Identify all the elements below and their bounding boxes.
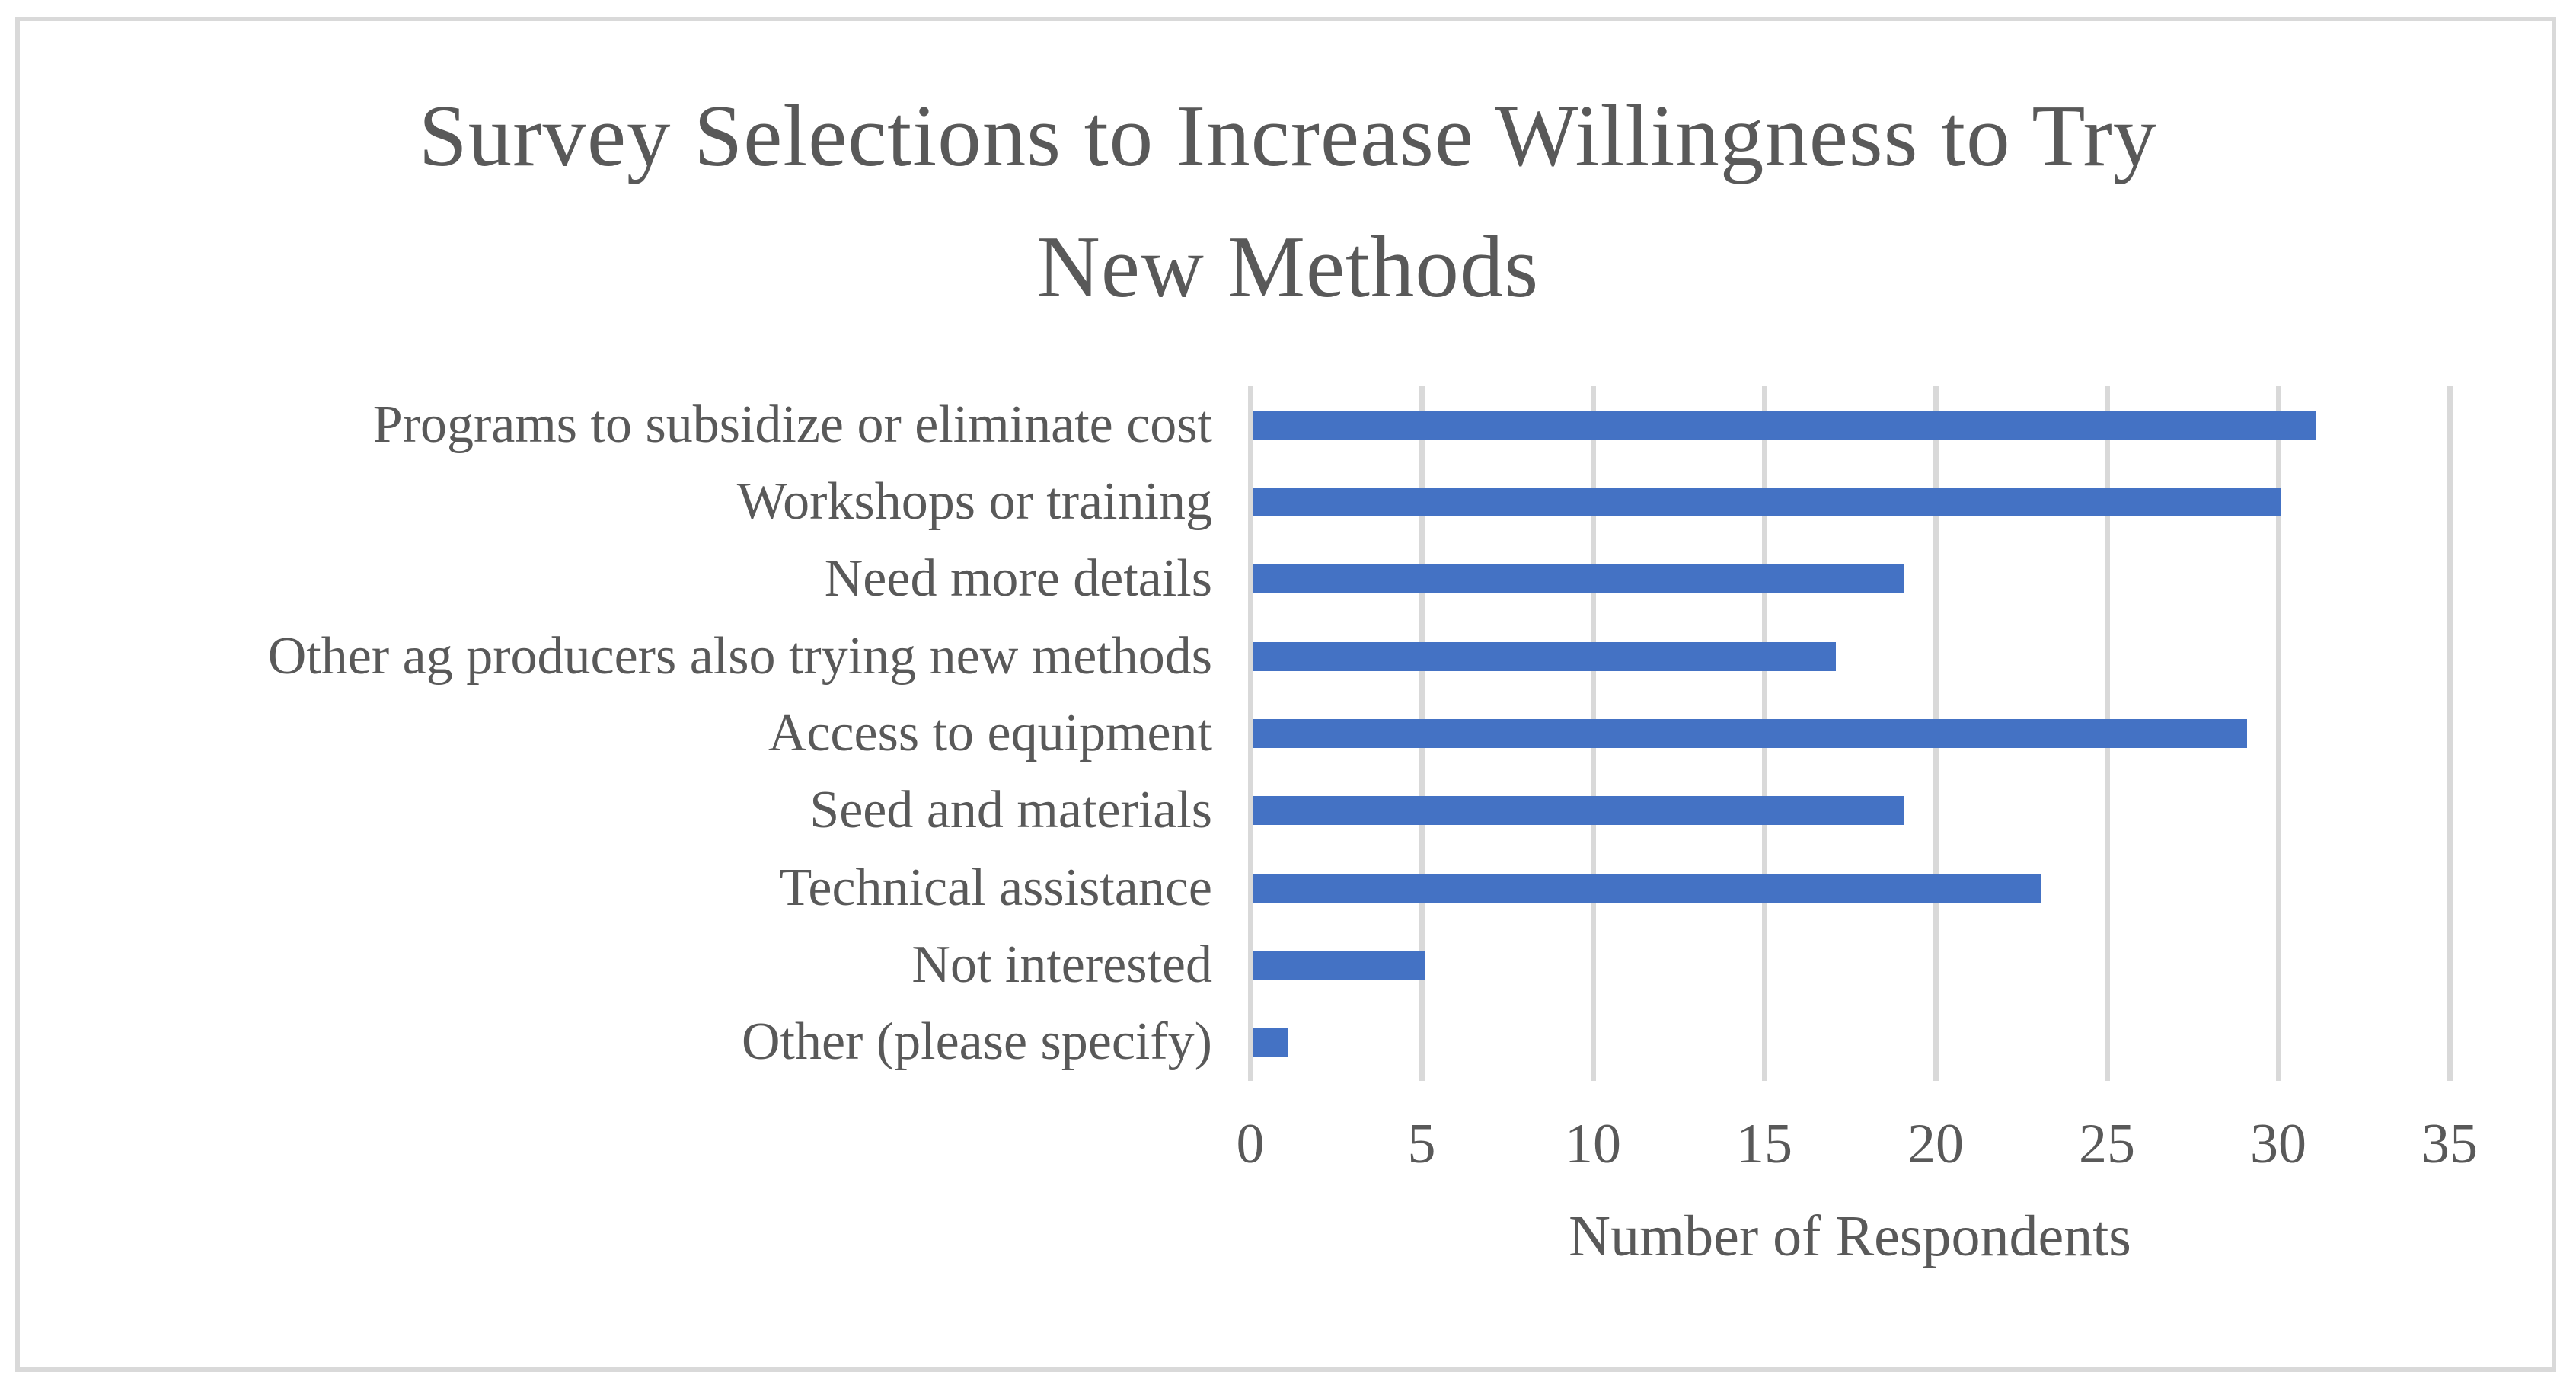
category-label: Access to equipment: [768, 704, 1212, 762]
bar: [1253, 951, 1425, 980]
bar: [1253, 411, 2316, 440]
x-tick-label: 35: [2421, 1113, 2478, 1175]
chart-title-line1: Survey Selections to Increase Willingnes…: [418, 88, 2158, 184]
category-label: Workshops or training: [736, 472, 1212, 531]
x-tick-label: 10: [1565, 1113, 1621, 1175]
x-tick-label: 5: [1407, 1113, 1436, 1175]
category-label: Not interested: [911, 935, 1212, 994]
chart-title-line2: New Methods: [1036, 219, 1540, 315]
category-label: Other (please specify): [741, 1012, 1212, 1071]
bar: [1253, 719, 2247, 748]
category-label: Other ag producers also trying new metho…: [267, 627, 1212, 686]
x-tick-label: 0: [1236, 1113, 1265, 1175]
category-label: Seed and materials: [809, 781, 1212, 839]
bar: [1253, 564, 1904, 593]
bar: [1253, 642, 1836, 671]
gridline: [1248, 386, 1253, 1081]
x-tick-label: 20: [1907, 1113, 1964, 1175]
x-tick-label: 30: [2250, 1113, 2306, 1175]
bar: [1253, 874, 2041, 903]
bar: [1253, 796, 1904, 825]
x-tick-label: 25: [2079, 1113, 2135, 1175]
gridline: [2276, 386, 2281, 1081]
bar: [1253, 488, 2281, 516]
x-axis-title: Number of Respondents: [1569, 1204, 2131, 1268]
x-tick-label: 15: [1736, 1113, 1792, 1175]
gridline: [2447, 386, 2453, 1081]
category-label: Programs to subsidize or eliminate cost: [372, 395, 1212, 454]
chart-title: Survey Selections to Increase Willingnes…: [0, 71, 2576, 333]
bar: [1253, 1028, 1288, 1057]
category-label: Need more details: [824, 549, 1212, 608]
category-label: Technical assistance: [779, 858, 1212, 917]
